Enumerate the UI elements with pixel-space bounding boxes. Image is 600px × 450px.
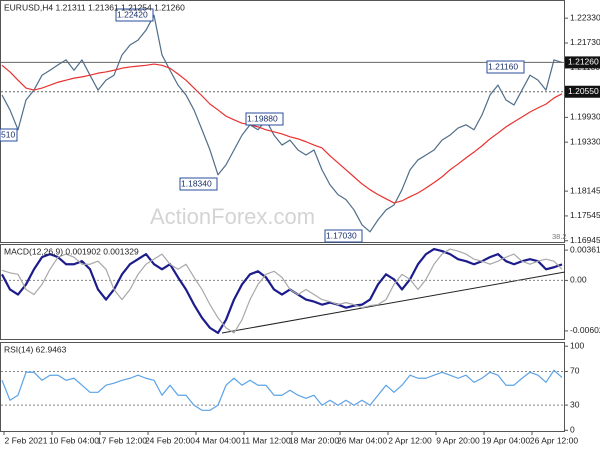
x-tick-label: 19 Apr 04:00 [482, 435, 530, 445]
y-tick-label: 0.003615 [570, 244, 600, 254]
y-tick-label: 1.22330 [570, 12, 600, 22]
annotation-box [486, 60, 525, 74]
y-tick-label: 1.19330 [570, 136, 600, 146]
annotation: 1.22420 [117, 9, 148, 19]
annotation: 1.19880 [247, 113, 278, 123]
x-tick-label: 26 Mar 04:00 [337, 435, 387, 445]
y-tick-label: 1.16945 [570, 235, 600, 245]
annotation-box [0, 128, 18, 142]
annotation: 1.21160 [488, 61, 518, 71]
y-tick-label: 1.18145 [570, 185, 600, 195]
panel-title: RSI(14) 62.9463 [4, 344, 67, 354]
y-tick-label: 0 [570, 425, 575, 435]
annotation: 38.2 [552, 232, 567, 241]
price-badge [565, 56, 600, 69]
x-tick-label: 17 Feb 12:00 [97, 435, 147, 445]
watermark: ActionForex.com [150, 204, 315, 229]
y-tick-label: 1.19930 [570, 112, 600, 122]
x-tick-label: 2 Feb 2021 [4, 435, 47, 445]
price-badge-label: 1.20550 [568, 86, 599, 96]
x-tick-label: 10 Feb 04:00 [49, 435, 99, 445]
series-line [1, 369, 563, 411]
annotation: 1.17030 [326, 230, 357, 240]
y-tick-label: 100 [570, 340, 584, 350]
price-badge [565, 85, 600, 98]
annotation-box [245, 112, 284, 126]
rsi-panel [0, 342, 565, 432]
x-tick-label: 18 Mar 20:00 [289, 435, 339, 445]
x-tick-label: 26 Apr 12:00 [530, 435, 578, 445]
trend-line [221, 271, 566, 334]
y-tick-label: 30 [570, 399, 580, 409]
series-line [1, 247, 563, 335]
panel-title: MACD(12,26,9) 0.001902 0.001329 [4, 246, 139, 256]
price-badge-label: 1.21260 [568, 57, 599, 67]
annotation: 1.18340 [181, 178, 212, 188]
y-tick-label: -0.006026 [570, 325, 600, 335]
annotation: 510 [1, 129, 15, 139]
annotation-box [324, 229, 363, 243]
x-tick-label: 11 Mar 12:00 [241, 435, 291, 445]
x-tick-label: 24 Feb 20:00 [145, 435, 195, 445]
annotation-box [179, 177, 218, 191]
x-tick-label: 2 Apr 12:00 [388, 435, 432, 445]
y-tick-label: 0.00 [570, 275, 587, 285]
panel-title: EURUSD,H4 1.21311 1.21361 1.21254 1.2126… [4, 2, 185, 12]
y-tick-label: 1.21730 [570, 37, 600, 47]
series-line [1, 63, 563, 204]
series-line [1, 248, 563, 334]
price-panel [0, 0, 565, 243]
annotation-box [115, 8, 154, 22]
series-line [1, 14, 563, 233]
x-tick-label: 4 Mar 04:00 [195, 435, 241, 445]
macd-panel [0, 244, 565, 340]
y-tick-label: 1.17545 [570, 210, 600, 220]
y-tick-label: 70 [570, 366, 580, 376]
x-tick-label: 9 Apr 20:00 [436, 435, 480, 445]
